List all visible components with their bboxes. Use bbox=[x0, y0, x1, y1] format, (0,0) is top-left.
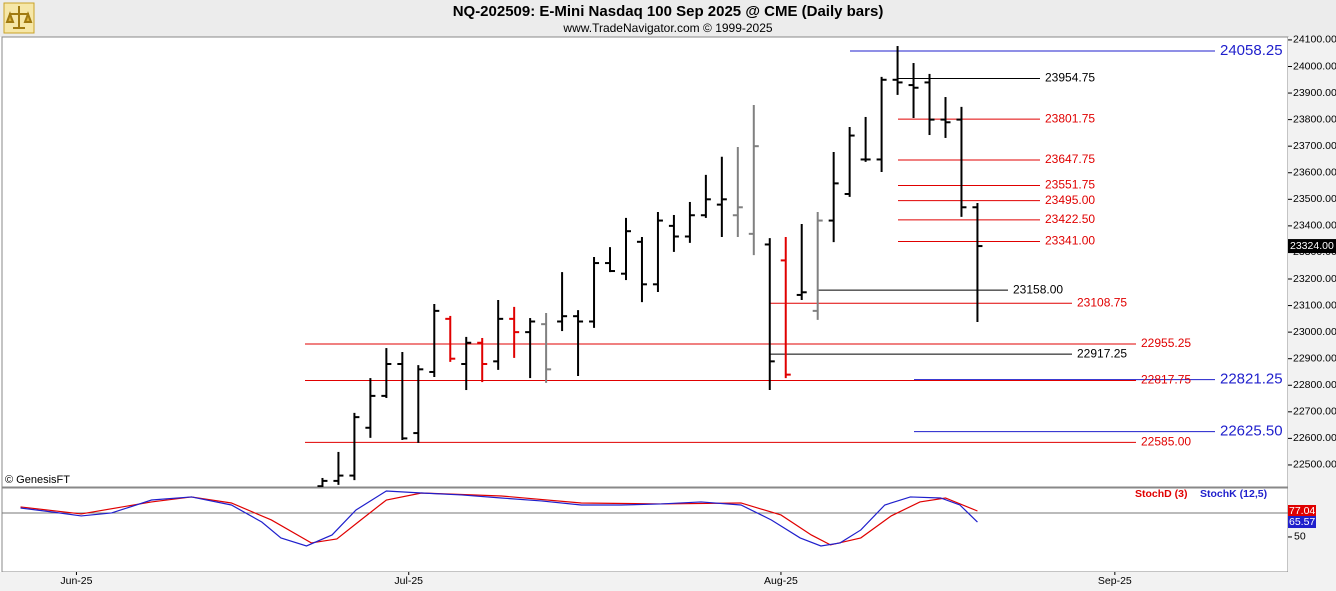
y-tick-label: 23700.00 bbox=[1293, 140, 1336, 152]
level-label: 22585.00 bbox=[1141, 435, 1191, 449]
level-label: 22817.75 bbox=[1141, 373, 1191, 387]
level-label: 22821.25 bbox=[1220, 371, 1283, 388]
level-label: 23801.75 bbox=[1045, 111, 1095, 125]
legend-entry: StochK (12,5) bbox=[1200, 488, 1267, 500]
y-tick-label: 22800.00 bbox=[1293, 379, 1336, 391]
level-label: 23158.00 bbox=[1013, 282, 1063, 296]
last-value-box bbox=[1288, 505, 1316, 518]
price-plot: 24058.25 23954.75 23801.75 23647.75 23551.75… bbox=[305, 42, 1283, 487]
y-tick-label: 23500.00 bbox=[1293, 193, 1336, 205]
time-axis-bg bbox=[0, 572, 1336, 591]
stoch-plot bbox=[2, 490, 1288, 547]
y-tick-label: 23100.00 bbox=[1293, 299, 1336, 311]
y-tick-label: 23800.00 bbox=[1293, 113, 1336, 125]
y-tick-label: 22700.00 bbox=[1293, 406, 1336, 418]
y-tick-label: 24000.00 bbox=[1293, 60, 1336, 72]
header-bg bbox=[0, 0, 1336, 37]
last-price-box bbox=[1288, 239, 1336, 254]
y-tick-label: 22900.00 bbox=[1293, 352, 1336, 364]
y-tick-label: 23000.00 bbox=[1293, 326, 1336, 338]
x-tick-label: Aug-25 bbox=[764, 575, 798, 587]
last-price-label: 23324.00 bbox=[1290, 240, 1334, 252]
level-label: 22955.25 bbox=[1141, 336, 1191, 350]
level-label: 23954.75 bbox=[1045, 71, 1095, 85]
x-tick-label: Jun-25 bbox=[60, 575, 92, 587]
level-label: 23422.50 bbox=[1045, 212, 1095, 226]
chart-subtitle: www.TradeNavigator.com © 1999-2025 bbox=[562, 21, 772, 35]
x-tick-label: Sep-25 bbox=[1098, 575, 1132, 587]
stoch-line bbox=[20, 490, 978, 547]
stoch-line bbox=[20, 492, 978, 546]
y-tick-label: 22500.00 bbox=[1293, 459, 1336, 471]
y-tick-label: 50 bbox=[1294, 531, 1306, 543]
last-value-label: 65.57 bbox=[1289, 516, 1315, 528]
level-label: 24058.25 bbox=[1220, 42, 1283, 59]
last-value-label: 77.04 bbox=[1289, 505, 1315, 517]
y-tick-label: 24100.00 bbox=[1293, 34, 1336, 46]
level-label: 22917.25 bbox=[1077, 346, 1127, 360]
x-tick-label: Jul-25 bbox=[394, 575, 423, 587]
level-label: 23495.00 bbox=[1045, 193, 1095, 207]
level-label: 23108.75 bbox=[1077, 295, 1127, 309]
y-tick-label: 22600.00 bbox=[1293, 432, 1336, 444]
logo bbox=[3, 2, 35, 34]
watermark: © GenesisFT bbox=[5, 474, 70, 486]
level-label: 23647.75 bbox=[1045, 152, 1095, 166]
chart-title: NQ-202509: E-Mini Nasdaq 100 Sep 2025 @ … bbox=[453, 3, 884, 20]
level-label: 23341.00 bbox=[1045, 234, 1095, 248]
y-tick-label: 23900.00 bbox=[1293, 87, 1336, 99]
y-tick-label: 23400.00 bbox=[1293, 220, 1336, 232]
stoch-panel bbox=[1, 487, 1289, 573]
legend-entry: StochD (3) bbox=[1135, 488, 1188, 500]
y-tick-label: 23200.00 bbox=[1293, 273, 1336, 285]
price-panel bbox=[1, 36, 1289, 488]
level-label: 22625.50 bbox=[1220, 423, 1283, 440]
level-label: 23551.75 bbox=[1045, 178, 1095, 192]
last-value-box bbox=[1288, 516, 1316, 529]
price-axis-bg bbox=[1288, 37, 1336, 572]
y-tick-label: 23600.00 bbox=[1293, 167, 1336, 179]
